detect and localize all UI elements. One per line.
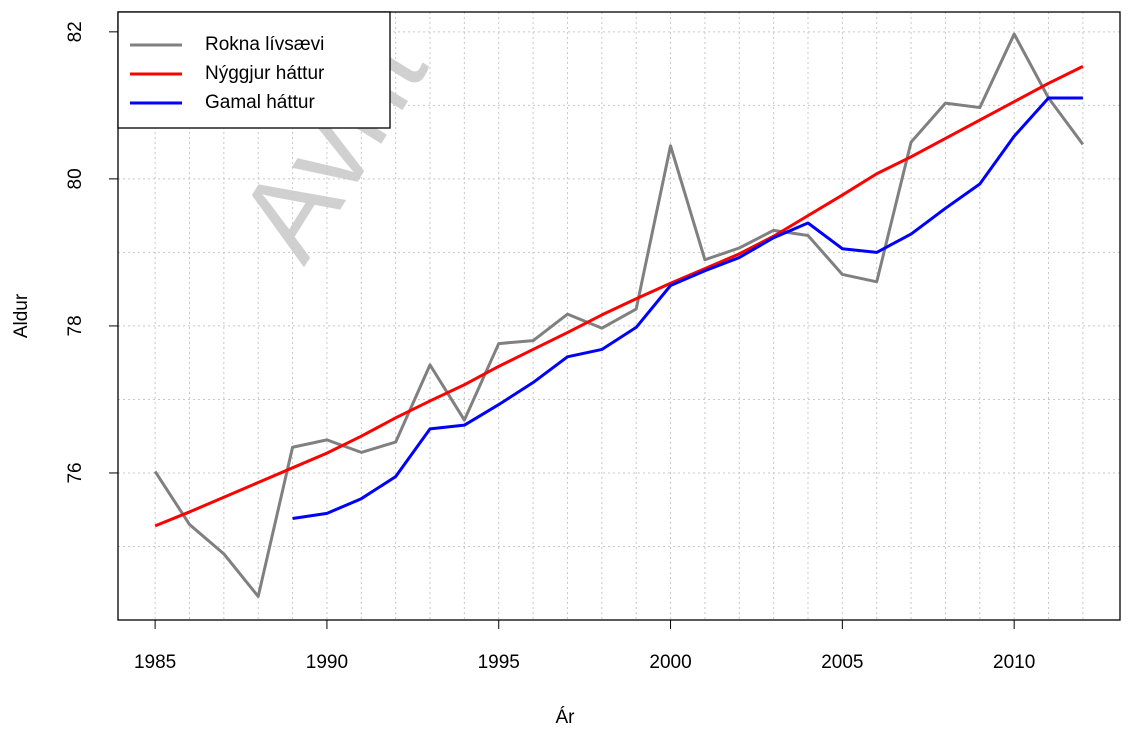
y-tick-label: 78 — [65, 315, 86, 336]
plot-frame — [117, 11, 1121, 621]
legend-box — [117, 11, 391, 129]
legend-label: Rokna lívsævi — [205, 34, 324, 55]
x-tick-label: 2000 — [649, 652, 691, 673]
x-tick-label: 2005 — [821, 652, 863, 673]
legend-label: Gamal háttur — [205, 92, 315, 113]
legend-label: Nýggjur háttur — [205, 63, 325, 84]
x-tick-label: 1990 — [306, 652, 348, 673]
series-line — [154, 65, 1084, 528]
y-tick-label: 76 — [65, 462, 86, 483]
series-line — [292, 96, 1083, 521]
x-tick-label: 1985 — [134, 652, 176, 673]
y-tick-label: 82 — [65, 21, 86, 42]
y-tick-label: 80 — [65, 168, 86, 189]
x-tick-label: 2010 — [993, 652, 1035, 673]
x-axis-label: Ár — [556, 707, 576, 728]
x-tick-label: 1995 — [478, 652, 520, 673]
series-line — [153, 32, 1085, 598]
y-axis-label: Aldur — [11, 293, 32, 338]
